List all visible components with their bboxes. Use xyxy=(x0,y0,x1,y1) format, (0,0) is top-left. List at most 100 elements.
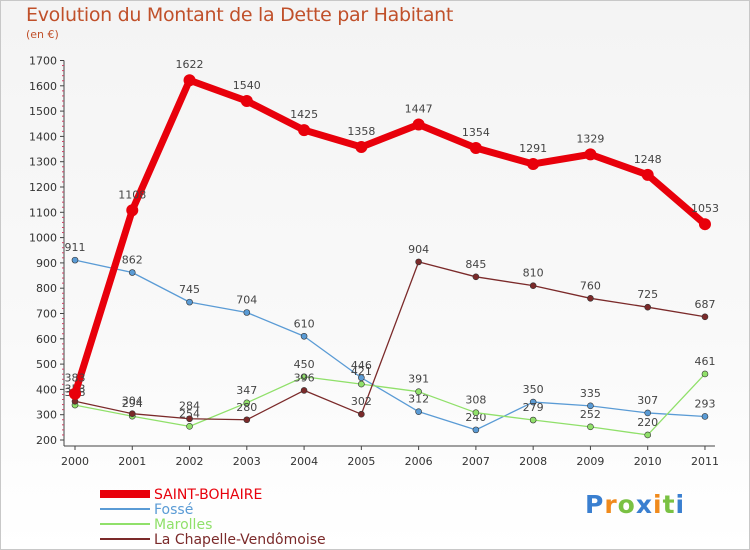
series-line-0 xyxy=(71,76,708,395)
data-label: 687 xyxy=(694,298,715,311)
data-label: 293 xyxy=(694,397,715,410)
data-point xyxy=(698,218,711,231)
data-point xyxy=(71,256,79,264)
data-point xyxy=(587,423,594,431)
y-tick-label: 1600 xyxy=(29,80,57,93)
data-point xyxy=(644,303,652,311)
x-tick-label: 2010 xyxy=(634,455,662,468)
y-tick-label: 300 xyxy=(36,409,57,422)
data-label: 1447 xyxy=(405,103,433,116)
x-tick-label: 2005 xyxy=(347,455,375,468)
x-tick-label: 2007 xyxy=(462,455,490,468)
data-label: 810 xyxy=(523,267,544,280)
data-point xyxy=(240,94,253,107)
data-point xyxy=(587,402,594,410)
data-point xyxy=(701,413,709,420)
legend-label: Fossé xyxy=(154,502,193,518)
data-point xyxy=(358,380,365,388)
data-point xyxy=(358,410,365,418)
data-label: 240 xyxy=(465,411,486,424)
data-label: 335 xyxy=(580,387,601,400)
chart-title: Evolution du Montant de la Dette par Hab… xyxy=(26,4,454,26)
data-point xyxy=(300,373,308,381)
data-label: 280 xyxy=(236,401,257,414)
data-label: 302 xyxy=(351,395,372,408)
data-label: 704 xyxy=(236,293,257,306)
y-tick-label: 700 xyxy=(36,308,57,321)
data-label: 446 xyxy=(351,359,372,372)
data-point xyxy=(186,423,193,430)
data-point xyxy=(641,168,654,181)
x-tick-label: 2003 xyxy=(233,455,261,468)
x-tick-label: 2001 xyxy=(118,455,146,468)
chart-subtitle: (en €) xyxy=(26,28,59,41)
data-point xyxy=(298,124,311,137)
data-point xyxy=(69,387,81,400)
data-point xyxy=(128,269,136,276)
data-point xyxy=(358,374,365,382)
data-label: 308 xyxy=(465,394,486,407)
series-line-2 xyxy=(74,373,706,436)
data-label: 279 xyxy=(523,401,544,414)
data-point xyxy=(644,431,652,439)
y-tick-label: 500 xyxy=(36,358,57,371)
data-label: 1248 xyxy=(634,153,662,166)
data-label: 391 xyxy=(408,373,429,386)
data-point xyxy=(415,388,422,395)
series-line-3 xyxy=(74,261,706,421)
data-label: 1358 xyxy=(347,125,375,138)
data-point xyxy=(126,204,139,217)
data-label: 461 xyxy=(694,355,715,368)
data-point xyxy=(529,282,537,289)
x-tick-label: 2004 xyxy=(290,455,318,468)
series-line-1 xyxy=(74,259,706,431)
data-label: 1540 xyxy=(233,79,261,92)
y-tick-label: 600 xyxy=(36,333,57,346)
data-point xyxy=(584,148,597,161)
data-point xyxy=(529,398,537,406)
data-label: 911 xyxy=(65,241,86,254)
data-point xyxy=(412,118,425,131)
data-point xyxy=(128,410,136,417)
y-tick-label: 1500 xyxy=(29,105,57,118)
data-label: 396 xyxy=(294,371,315,384)
data-label: 252 xyxy=(580,408,601,421)
x-tick-label: 2008 xyxy=(519,455,547,468)
data-label: 1108 xyxy=(118,188,146,201)
data-point xyxy=(415,408,422,415)
data-label: 745 xyxy=(179,283,200,296)
data-label: 1329 xyxy=(576,132,604,145)
y-tick-label: 1400 xyxy=(29,130,57,143)
data-point xyxy=(469,142,482,155)
data-label: 312 xyxy=(408,393,429,406)
data-label: 1354 xyxy=(462,126,490,139)
data-point xyxy=(243,416,251,424)
data-point xyxy=(472,273,480,281)
data-label: 610 xyxy=(294,317,315,330)
y-tick-label: 1700 xyxy=(29,55,57,68)
data-point xyxy=(529,416,537,424)
proxiti-logo: Proxiti xyxy=(585,490,686,519)
data-label: 421 xyxy=(351,365,372,378)
data-point xyxy=(472,426,480,434)
data-point xyxy=(300,387,308,394)
data-point xyxy=(300,332,308,340)
y-tick-label: 1300 xyxy=(29,156,57,169)
y-tick-label: 900 xyxy=(36,257,57,270)
y-tick-label: 200 xyxy=(36,434,57,447)
x-tick-label: 2000 xyxy=(61,455,89,468)
data-label: 862 xyxy=(122,254,143,267)
data-label: 904 xyxy=(408,243,429,256)
data-label: 294 xyxy=(122,397,143,410)
data-point xyxy=(243,399,251,407)
legend-label: Marolles xyxy=(154,517,212,533)
data-label: 845 xyxy=(465,258,486,271)
data-point xyxy=(527,157,540,170)
data-point xyxy=(243,309,251,316)
data-point xyxy=(701,370,709,378)
y-tick-label: 800 xyxy=(36,282,57,295)
legend-label: La Chapelle-Vendômoise xyxy=(154,532,326,548)
data-label: 220 xyxy=(637,416,658,429)
